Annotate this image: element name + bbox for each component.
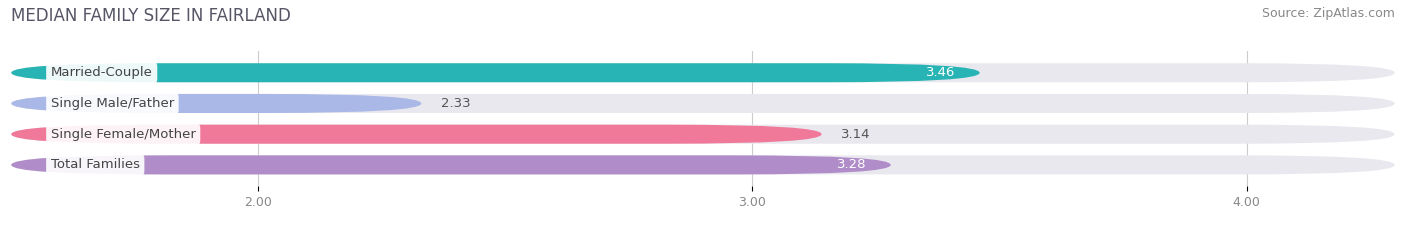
Text: 3.46: 3.46 [925, 66, 955, 79]
FancyBboxPatch shape [11, 94, 1395, 113]
FancyBboxPatch shape [11, 125, 821, 144]
FancyBboxPatch shape [11, 63, 1395, 82]
Text: 2.33: 2.33 [441, 97, 471, 110]
FancyBboxPatch shape [11, 94, 422, 113]
Text: 3.28: 3.28 [837, 158, 866, 171]
FancyBboxPatch shape [11, 63, 980, 82]
Text: Source: ZipAtlas.com: Source: ZipAtlas.com [1261, 7, 1395, 20]
FancyBboxPatch shape [11, 125, 1395, 144]
Text: Single Male/Father: Single Male/Father [51, 97, 174, 110]
Text: 3.14: 3.14 [841, 128, 870, 141]
FancyBboxPatch shape [11, 155, 1395, 175]
Text: Single Female/Mother: Single Female/Mother [51, 128, 195, 141]
Text: MEDIAN FAMILY SIZE IN FAIRLAND: MEDIAN FAMILY SIZE IN FAIRLAND [11, 7, 291, 25]
Text: Total Families: Total Families [51, 158, 139, 171]
FancyBboxPatch shape [11, 155, 891, 175]
Text: Married-Couple: Married-Couple [51, 66, 153, 79]
